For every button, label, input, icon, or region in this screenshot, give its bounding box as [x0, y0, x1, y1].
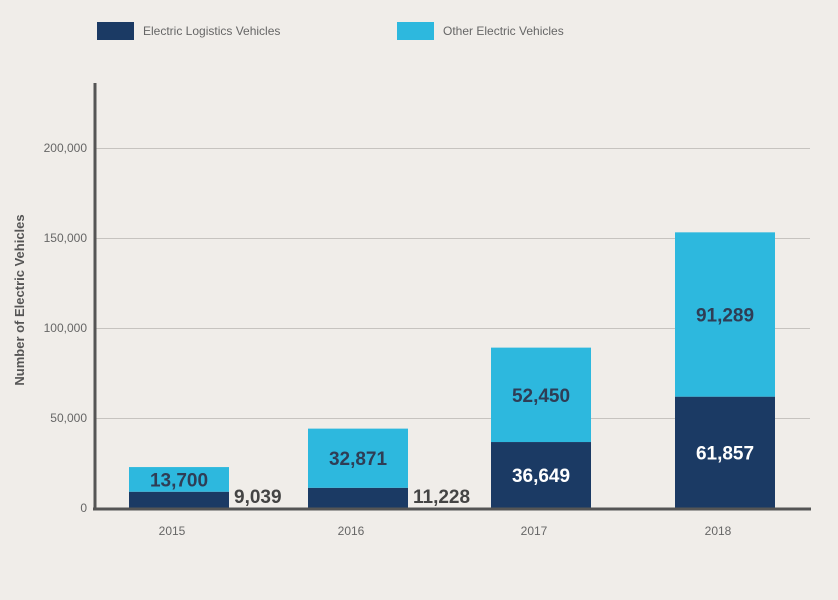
y-axis-label: Number of Electric Vehicles: [12, 214, 27, 385]
data-label-2015-series-1: 13,700: [150, 470, 208, 491]
bar-2016-series-1: [308, 428, 408, 488]
x-tick-label: 2018: [705, 524, 732, 538]
y-tick-label: 150,000: [44, 231, 88, 245]
x-tick-label: 2015: [159, 524, 186, 538]
legend-label-0: Electric Logistics Vehicles: [143, 24, 280, 38]
data-label-2018-series-1: 91,289: [696, 305, 754, 326]
bar-2017-series-1: [491, 347, 591, 443]
legend-label-1: Other Electric Vehicles: [443, 24, 564, 38]
y-tick-label: 50,000: [50, 411, 87, 425]
bar-2018-series-0: [675, 396, 775, 508]
x-tick-label: 2016: [338, 524, 365, 538]
bar-2017-series-0: [491, 442, 591, 508]
x-tick-labels: 2015 2016 2017 2018: [159, 524, 732, 538]
axes: [93, 83, 811, 511]
data-label-2017-series-0: 36,649: [512, 466, 570, 487]
x-tick-label: 2017: [521, 524, 548, 538]
data-label-2016-series-0: 11,228: [413, 487, 470, 508]
legend: Electric Logistics Vehicles Other Electri…: [97, 22, 564, 40]
data-labels: 9,039 13,700 11,228 32,871 36,649 52,450 61,85…: [150, 305, 754, 508]
legend-swatch-0: [97, 22, 134, 40]
data-label-2017-series-1: 52,450: [512, 386, 570, 407]
data-label-2015-series-0: 9,039: [234, 487, 282, 508]
data-label-2016-series-1: 32,871: [329, 449, 388, 470]
legend-swatch-1: [397, 22, 434, 40]
y-tick-label: 100,000: [44, 321, 88, 335]
y-tick-label: 0: [80, 501, 87, 515]
bar-2018-series-1: [675, 232, 775, 397]
bar-2015-series-0: [129, 491, 229, 508]
bar-2016-series-0: [308, 487, 408, 508]
y-tick-labels: 0 50,000 100,000 150,000 200,000: [44, 141, 88, 515]
data-label-2018-series-0: 61,857: [696, 443, 754, 464]
bars: [129, 232, 775, 508]
bar-2015-series-1: [129, 467, 229, 492]
y-tick-label: 200,000: [44, 141, 88, 155]
